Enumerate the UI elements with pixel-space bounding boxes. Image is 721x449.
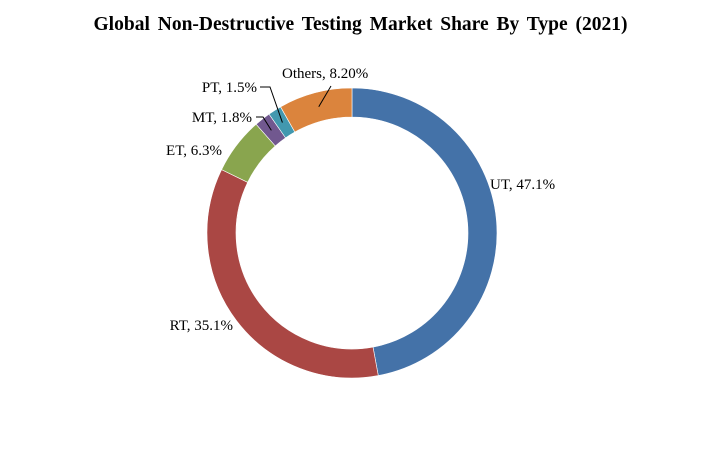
data-label-others: Others, 8.20%	[282, 66, 368, 82]
leader-line-others	[318, 85, 332, 108]
data-label-pt: PT, 1.5%	[202, 80, 257, 96]
data-label-ut: UT, 47.1%	[490, 177, 555, 193]
donut-slices	[206, 87, 498, 379]
chart-title: Global Non-Destructive Testing Market Sh…	[93, 14, 628, 35]
data-label-mt: MT, 1.8%	[192, 110, 252, 126]
slice-rt	[206, 169, 379, 379]
leader-line-mt	[256, 116, 272, 131]
data-label-et: ET, 6.3%	[166, 143, 222, 159]
data-labels: UT, 47.1% RT, 35.1% ET, 6.3% MT, 1.8% PT, 1.…	[166, 66, 555, 334]
leader-lines	[256, 85, 332, 131]
data-label-rt: RT, 35.1%	[170, 318, 233, 334]
leader-line-pt	[260, 86, 283, 123]
slice-ut	[351, 87, 498, 376]
slice-others	[280, 87, 353, 133]
